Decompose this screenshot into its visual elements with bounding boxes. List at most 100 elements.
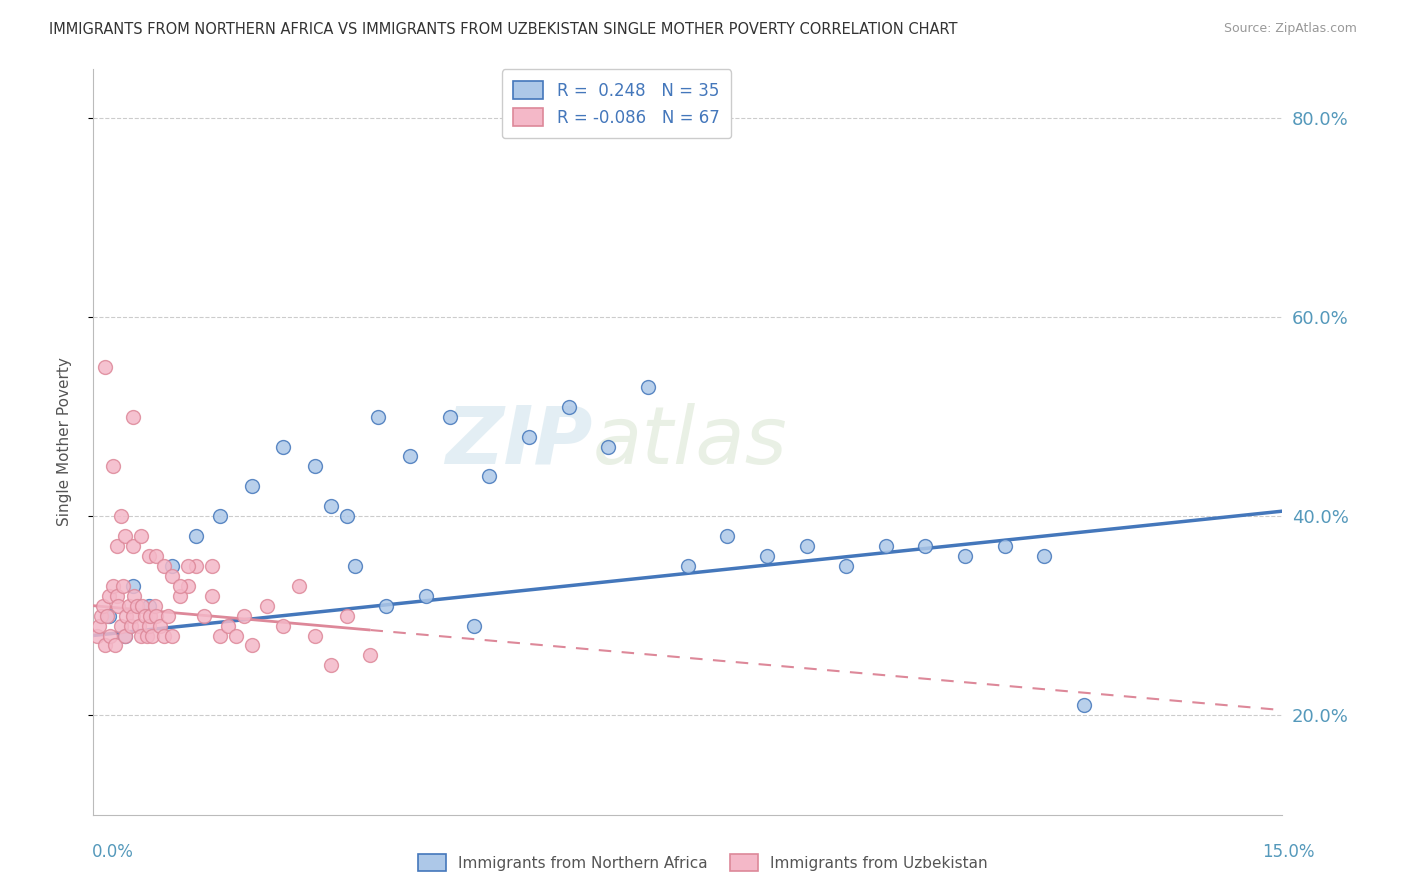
Point [145,608,167,623]
Point [162,558,184,573]
Point [336,509,359,524]
Legend: R =  0.248   N = 35, R = -0.086   N = 67: R = 0.248 N = 35, R = -0.086 N = 67 [502,70,731,138]
Point [1033,549,1056,563]
Point [319,499,342,513]
Point [91,599,114,613]
Point [463,618,485,632]
Point [125,599,148,613]
Point [153,558,176,573]
Point [105,539,128,553]
Point [835,558,858,573]
Point [240,479,263,493]
Point [225,628,247,642]
Legend: Immigrants from Northern Africa, Immigrants from Uzbekistan: Immigrants from Northern Africa, Immigra… [412,848,994,877]
Point [149,618,172,632]
Point [953,549,976,563]
Point [131,599,153,613]
Y-axis label: Single Mother Poverty: Single Mother Poverty [58,357,72,526]
Point [122,589,145,603]
Text: 0.0%: 0.0% [91,843,134,861]
Point [143,599,166,613]
Point [232,608,254,623]
Point [177,558,200,573]
Point [716,529,738,543]
Point [994,539,1017,553]
Point [145,549,167,563]
Point [101,579,124,593]
Point [129,529,152,543]
Point [271,618,294,632]
Point [162,569,184,583]
Point [375,599,398,613]
Point [755,549,778,563]
Point [94,639,117,653]
Point [94,359,117,374]
Point [100,628,122,642]
Point [115,608,138,623]
Point [97,589,120,603]
Point [399,450,422,464]
Point [914,539,936,553]
Point [304,459,326,474]
Point [637,380,659,394]
Point [134,608,156,623]
Point [162,628,184,642]
Point [110,618,132,632]
Point [343,558,366,573]
Point [208,628,231,642]
Point [240,639,263,653]
Point [101,459,124,474]
Point [304,628,326,642]
Point [97,608,120,623]
Point [121,579,143,593]
Point [169,579,191,593]
Point [193,608,215,623]
Point [478,469,501,483]
Point [138,618,160,632]
Point [439,409,461,424]
Point [86,628,108,642]
Point [875,539,897,553]
Point [367,409,389,424]
Point [217,618,239,632]
Point [107,599,129,613]
Point [557,400,579,414]
Point [120,618,142,632]
Point [138,549,160,563]
Point [201,558,224,573]
Point [114,628,136,642]
Point [135,628,157,642]
Point [105,589,128,603]
Point [104,639,127,653]
Point [319,658,342,673]
Point [96,608,118,623]
Text: 15.0%: 15.0% [1263,843,1315,861]
Point [796,539,818,553]
Point [169,589,191,603]
Point [89,618,111,632]
Point [415,589,437,603]
Point [139,608,162,623]
Point [129,628,152,642]
Point [208,509,231,524]
Point [177,579,200,593]
Point [598,440,620,454]
Point [1073,698,1095,713]
Point [336,608,359,623]
Point [517,429,540,443]
Point [157,608,180,623]
Text: atlas: atlas [592,402,787,481]
Point [184,529,207,543]
Point [138,599,160,613]
Point [114,529,136,543]
Point [128,618,150,632]
Text: ZIP: ZIP [446,402,592,481]
Point [676,558,699,573]
Text: Source: ZipAtlas.com: Source: ZipAtlas.com [1223,22,1357,36]
Point [114,628,136,642]
Point [360,648,382,663]
Point [121,608,143,623]
Point [121,409,143,424]
Point [184,558,207,573]
Point [288,579,311,593]
